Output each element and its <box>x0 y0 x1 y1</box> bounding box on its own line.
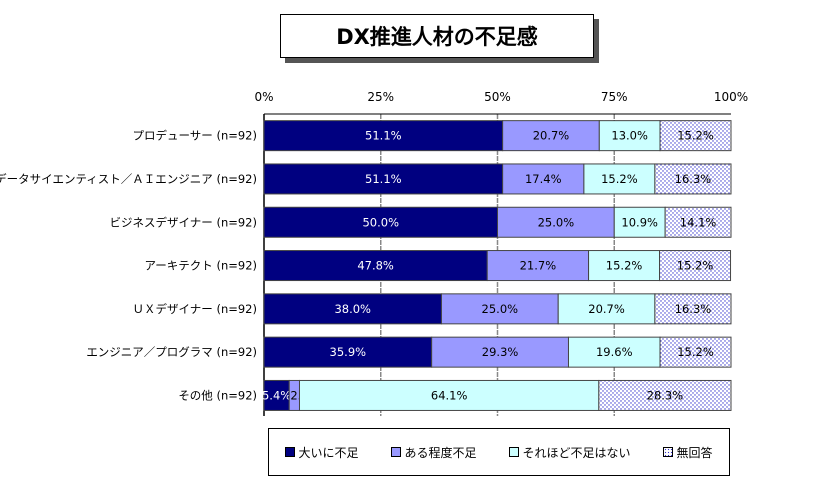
data-label: 5.4% <box>262 388 291 402</box>
bar-segment <box>567 336 661 368</box>
data-label: 15.2% <box>606 259 643 273</box>
legend-item: ある程度不足 <box>391 444 477 461</box>
category-label: ビジネスデザイナー (n=92) <box>110 215 257 229</box>
category-label: ＵＸデザイナー (n=92) <box>133 302 257 316</box>
bar-segment <box>298 379 600 411</box>
data-label: 35.9% <box>330 345 367 359</box>
x-tick-label: 100% <box>714 90 748 104</box>
legend-label: ある程度不足 <box>404 445 477 460</box>
bar-segment <box>659 250 732 282</box>
data-label: 14.1% <box>680 215 717 229</box>
bar-segment <box>497 206 615 238</box>
legend: 大いに不足 ある程度不足 それほど不足はない 無回答 <box>268 428 730 476</box>
bar-segment <box>486 250 590 282</box>
data-label: 25.0% <box>482 302 519 316</box>
data-label: 15.2% <box>677 345 714 359</box>
data-label: 25.0% <box>538 215 575 229</box>
bar-segment <box>502 120 600 152</box>
legend-label: それほど不足はない <box>522 445 631 460</box>
bar-segment <box>263 379 290 411</box>
data-label: 50.0% <box>362 215 399 229</box>
category-label: エンジニア／プログラマ (n=92) <box>86 345 257 359</box>
legend-swatch <box>663 447 674 457</box>
bar-segment <box>659 120 732 152</box>
legend-label: 大いに不足 <box>298 445 359 460</box>
x-tick-label: 0% <box>254 90 273 104</box>
chart-title: DX推進人材の不足感 <box>280 14 594 58</box>
legend-swatch <box>509 447 520 457</box>
data-label: 16.3% <box>675 302 712 316</box>
data-label: 15.2% <box>677 259 714 273</box>
x-tick-label: 50% <box>484 90 511 104</box>
bar-segment <box>557 293 656 325</box>
bar-segment <box>598 120 661 152</box>
bar-segment <box>664 206 732 238</box>
bar-segment <box>598 379 732 411</box>
bar-segment <box>263 163 504 195</box>
bar-segment <box>588 250 661 282</box>
bar-segment <box>654 163 732 195</box>
data-label: 29.3% <box>482 345 519 359</box>
bar-segment <box>659 336 732 368</box>
x-tick-label: 75% <box>601 90 628 104</box>
data-label: 20.7% <box>533 129 570 143</box>
data-label: 13.0% <box>611 129 648 143</box>
data-label: 47.8% <box>357 259 394 273</box>
legend-item: それほど不足はない <box>509 444 631 461</box>
data-label: 20.7% <box>588 302 625 316</box>
bar-segment <box>263 120 504 152</box>
legend-swatch <box>391 447 402 457</box>
legend-label: 無回答 <box>676 445 713 460</box>
data-label: 51.1% <box>365 172 402 186</box>
legend-item: 大いに不足 <box>285 444 359 461</box>
data-label: 15.2% <box>601 172 638 186</box>
bar-segment <box>654 293 732 325</box>
data-label: 10.9% <box>621 215 658 229</box>
bar-segment <box>263 250 488 282</box>
category-label: データサイエンティスト／ＡＩエンジニア (n=92) <box>0 172 257 186</box>
data-label: 51.1% <box>365 129 402 143</box>
data-label: 21.7% <box>520 259 557 273</box>
data-label: 17.4% <box>525 172 562 186</box>
legend-item: 無回答 <box>663 444 713 461</box>
bar-segment <box>440 293 559 325</box>
x-tick-label: 25% <box>367 90 394 104</box>
data-label: 64.1% <box>431 388 468 402</box>
legend-swatch <box>285 447 296 457</box>
data-label: 38.0% <box>334 302 371 316</box>
bar-segment <box>263 336 433 368</box>
bar-segment <box>431 336 569 368</box>
data-label: 15.2% <box>677 129 714 143</box>
data-label: 16.3% <box>675 172 712 186</box>
data-label: 19.6% <box>596 345 633 359</box>
category-label: アーキテクト (n=92) <box>145 259 258 273</box>
category-label: その他 (n=92) <box>178 388 257 402</box>
category-label: プロデューサー (n=92) <box>133 129 257 143</box>
data-label: 28.3% <box>647 388 684 402</box>
